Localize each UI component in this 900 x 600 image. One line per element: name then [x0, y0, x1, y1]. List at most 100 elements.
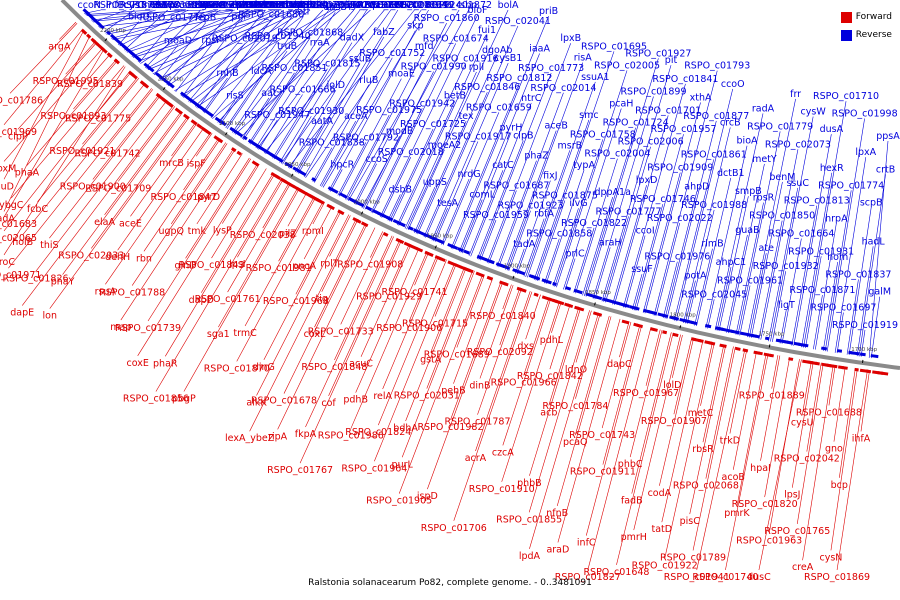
reverse-gene-label[interactable]: ntrC [521, 93, 542, 104]
forward-gene-label[interactable]: RSPO_c01855 [496, 514, 562, 525]
forward-gene-label[interactable]: fadA [0, 214, 15, 225]
reverse-gene-label[interactable]: RSPO_c01860 [414, 13, 480, 24]
reverse-gene-label[interactable]: rplI [469, 62, 484, 73]
reverse-gene-label[interactable]: RSPO_c01793 [684, 61, 750, 72]
forward-gene-label[interactable]: RSPO_c01900 [60, 181, 126, 192]
reverse-gene-label[interactable]: RSPO_c01990 [401, 62, 467, 73]
reverse-gene-label[interactable]: hadL [862, 236, 886, 247]
reverse-gene-label[interactable]: msrB [557, 140, 582, 151]
forward-gene-label[interactable]: RSPO_c01743 [569, 430, 635, 441]
reverse-gene-label[interactable]: odhA [298, 0, 323, 11]
reverse-gene-label[interactable]: ccoN_infB [78, 0, 125, 11]
reverse-gene-label[interactable]: RSPO_c01877 [683, 111, 749, 122]
reverse-gene-label[interactable]: dmpA [154, 0, 182, 11]
reverse-gene-label[interactable]: pcaG [372, 0, 396, 11]
forward-gene-label[interactable]: coxE [127, 358, 149, 369]
forward-gene-label[interactable]: thiS [40, 240, 58, 251]
reverse-gene-label[interactable]: dusA [820, 124, 844, 135]
reverse-gene-label[interactable]: dsbB [389, 184, 413, 195]
forward-gene-label[interactable]: RSPO_c01967 [613, 388, 679, 399]
reverse-gene-label[interactable]: RSPO_c01871 [789, 285, 855, 296]
reverse-gene-label[interactable]: RSPO_c01710 [813, 91, 879, 102]
forward-gene-label[interactable]: glnD [175, 260, 197, 271]
forward-gene-label[interactable]: czcA [492, 447, 514, 458]
reverse-gene-label[interactable]: RSPO_c01774 [818, 180, 884, 191]
forward-gene-label[interactable]: aceE [119, 218, 142, 229]
reverse-gene-label[interactable]: rluB [359, 75, 378, 86]
forward-gene-label[interactable]: RSPO_c01856 [123, 393, 189, 404]
forward-gene-label[interactable]: ispD [417, 491, 438, 502]
reverse-gene-label[interactable]: modB [386, 126, 414, 137]
reverse-gene-label[interactable]: serB [206, 0, 227, 11]
reverse-gene-label[interactable]: RSPO_c01724 [603, 118, 669, 129]
forward-gene-label[interactable]: fkpA [295, 429, 317, 440]
reverse-gene-label[interactable]: RSPO_c01845 [242, 0, 308, 11]
reverse-gene-label[interactable]: betB [444, 91, 466, 102]
reverse-gene-label[interactable]: rpsF [201, 35, 221, 46]
reverse-gene-label[interactable]: ssuC [786, 178, 809, 189]
reverse-gene-label[interactable]: RSPO_c01959 [463, 210, 529, 221]
forward-gene-label[interactable]: dehH [105, 252, 130, 263]
reverse-gene-label[interactable]: RSPO_c02014 [530, 83, 596, 94]
reverse-gene-label[interactable]: RSPO_c01919 [832, 320, 898, 331]
reverse-gene-label[interactable]: ccoS [366, 154, 388, 165]
reverse-gene-label[interactable]: potD [349, 0, 372, 11]
reverse-gene-label[interactable]: metY [752, 154, 777, 165]
reverse-gene-label[interactable]: fui1 [478, 25, 496, 36]
forward-gene-label[interactable]: sga1 [207, 329, 230, 340]
forward-gene-label[interactable]: pbgP [172, 394, 196, 405]
forward-gene-label[interactable]: rsuA [95, 286, 117, 297]
reverse-gene-label[interactable]: bolA [498, 0, 519, 11]
forward-gene-label[interactable]: ripA [268, 431, 288, 442]
reverse-gene-label[interactable]: RSPO_c01988 [681, 200, 747, 211]
reverse-gene-label[interactable]: RSPO_c01650 [246, 0, 312, 11]
reverse-gene-label[interactable]: RSPO_c01773 [518, 63, 584, 74]
reverse-gene-label[interactable]: RSPO_c02027 [187, 0, 253, 11]
forward-gene-label[interactable]: RSPO_c01648 [583, 567, 649, 578]
forward-gene-label[interactable]: araD [546, 544, 569, 555]
reverse-gene-label[interactable]: RSPO_c01792 [333, 132, 399, 143]
reverse-gene-label[interactable]: rnhB [216, 68, 238, 79]
forward-gene-label[interactable]: argA [48, 41, 71, 52]
forward-gene-label[interactable]: pmrH [621, 532, 647, 543]
reverse-gene-label[interactable]: truB [277, 41, 297, 52]
reverse-gene-label[interactable]: nusA [144, 0, 168, 11]
reverse-gene-label[interactable]: risS [226, 90, 244, 101]
forward-gene-label[interactable]: RSPO_c01826 [3, 274, 69, 285]
reverse-gene-label[interactable]: RSPO_c01999 [202, 0, 268, 11]
reverse-gene-label[interactable]: RSPO_c01746 [630, 194, 696, 205]
reverse-gene-label[interactable]: pit [665, 55, 678, 66]
forward-gene-label[interactable]: RSPO_c01742 [75, 148, 141, 159]
reverse-gene-label[interactable]: RSPO_c01794 [262, 0, 328, 11]
reverse-gene-label[interactable]: RSPO_c01903 [200, 0, 266, 11]
forward-gene-label[interactable]: RSPO_c01966 [491, 377, 557, 388]
reverse-gene-label[interactable]: dgoAb [482, 45, 512, 56]
forward-gene-label[interactable]: RSPO_c01765 [764, 526, 830, 537]
reverse-gene-label[interactable]: gbd1 [294, 0, 318, 11]
forward-gene-label[interactable]: RSPO_c02033 [58, 250, 124, 261]
reverse-gene-label[interactable]: RSPO_c01947 [244, 110, 310, 121]
reverse-gene-label[interactable]: benM [769, 172, 795, 183]
forward-gene-label[interactable]: RSPO_c02068 [673, 481, 739, 492]
reverse-gene-label[interactable]: RSPO_c01940 [245, 31, 311, 42]
reverse-gene-label[interactable]: RSPO_c01783 [119, 0, 185, 11]
forward-gene-label[interactable]: aroC [0, 257, 15, 268]
reverse-gene-label[interactable]: lpxA [855, 147, 876, 158]
reverse-gene-label[interactable]: ligA [345, 0, 363, 11]
forward-gene-label[interactable]: phaY [51, 277, 75, 288]
forward-gene-label[interactable]: RSPO_c01820 [732, 499, 798, 510]
forward-gene-label[interactable]: acb [540, 407, 557, 418]
reverse-gene-label[interactable]: moaE [388, 69, 415, 80]
forward-gene-label[interactable]: RSPO_c01786 [0, 95, 43, 106]
forward-gene-label[interactable]: nfnB [546, 508, 568, 519]
forward-gene-label[interactable]: rbsR [692, 444, 714, 455]
forward-gene-label[interactable]: acoB [722, 472, 745, 483]
reverse-gene-label[interactable]: RSPO_c01977 [334, 0, 400, 11]
forward-gene-label[interactable]: RSPO_c01922 [632, 561, 698, 572]
reverse-gene-label[interactable]: RSPO_c01772 [303, 0, 369, 11]
forward-gene-label[interactable]: RSPO_c01827 [555, 572, 621, 583]
reverse-gene-label[interactable]: ilvG [569, 198, 587, 209]
forward-gene-label[interactable]: lexA_ybeZ [225, 433, 275, 444]
forward-gene-label[interactable]: pdhB [343, 395, 368, 406]
reverse-gene-label[interactable]: cysT [124, 0, 146, 11]
